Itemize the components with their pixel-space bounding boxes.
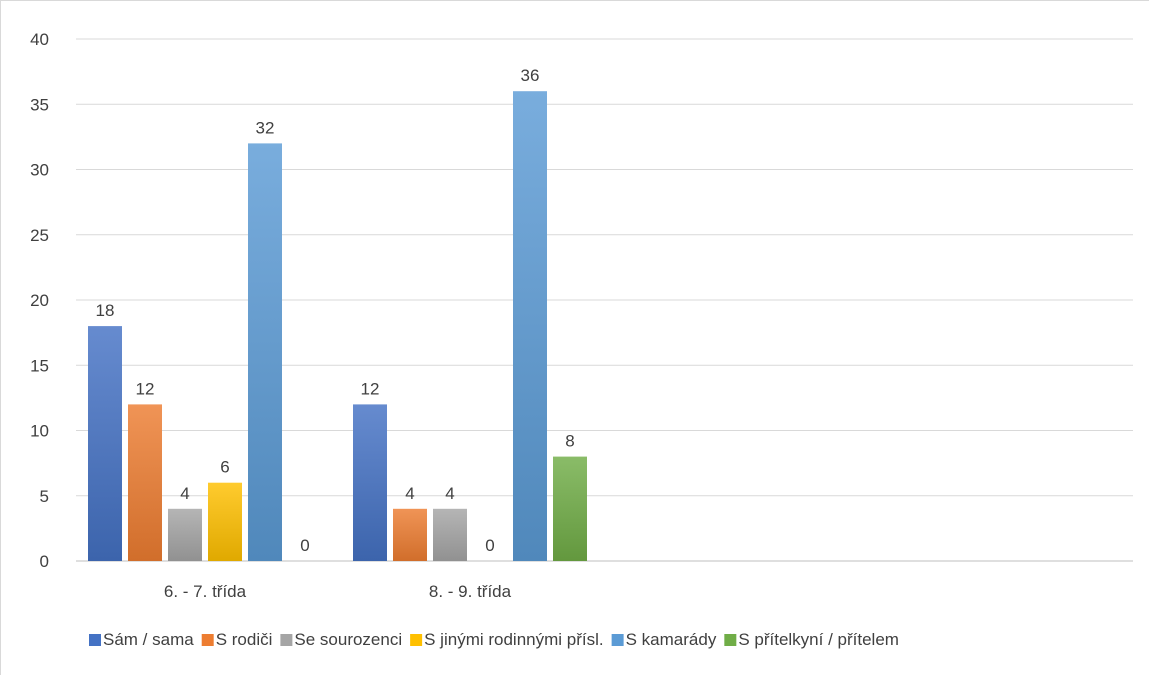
y-tick-label: 10	[30, 422, 49, 441]
legend-entry: Sám / sama	[103, 630, 194, 649]
legend-entry: S přítelkyní / přítelem	[738, 630, 899, 649]
bar	[393, 508, 427, 561]
data-label: 4	[445, 484, 454, 503]
y-tick-label: 20	[30, 291, 49, 310]
x-tick-label: 8. - 9. třída	[429, 582, 512, 601]
y-tick-label: 5	[40, 487, 49, 506]
y-tick-label: 25	[30, 226, 49, 245]
data-label: 4	[180, 484, 189, 503]
bar	[513, 91, 547, 561]
y-axis-ticks: 0 5 10 15 20 25 30 35 40	[30, 30, 49, 571]
legend-swatch	[280, 634, 293, 646]
bar	[128, 404, 162, 561]
legend-entry: S kamarády	[626, 630, 717, 649]
bar	[248, 143, 282, 561]
legend-swatch	[410, 634, 423, 646]
legend-swatch	[89, 634, 101, 646]
data-label: 36	[521, 66, 540, 85]
x-axis-ticks: 6. - 7. třída 8. - 9. třída	[164, 582, 512, 601]
legend-swatch	[611, 634, 624, 646]
data-label: 8	[565, 432, 574, 451]
legend-entry: S rodiči	[216, 630, 273, 649]
legend-entry: S jinými rodinnými přísl.	[424, 630, 604, 649]
x-tick-label: 6. - 7. třída	[164, 582, 247, 601]
bar	[88, 326, 122, 561]
y-tick-label: 15	[30, 356, 49, 375]
data-label: 12	[361, 379, 380, 398]
bars	[88, 91, 587, 561]
y-tick-label: 0	[40, 552, 49, 571]
data-label: 12	[136, 379, 155, 398]
bar	[553, 456, 587, 561]
data-label: 0	[300, 536, 309, 555]
data-label: 4	[405, 484, 414, 503]
bar	[168, 508, 202, 561]
y-tick-label: 35	[30, 95, 49, 114]
data-label: 18	[96, 301, 115, 320]
data-label: 0	[485, 536, 494, 555]
data-label: 6	[220, 458, 229, 477]
legend-swatch	[724, 634, 737, 646]
y-tick-label: 30	[30, 161, 49, 180]
data-labels: 18 12 4 6 32 0 12 4 4 0 36 8	[96, 66, 575, 555]
bar	[208, 482, 242, 561]
y-tick-label: 40	[30, 30, 49, 49]
legend-swatch	[201, 634, 214, 646]
legend-entry: Se sourozenci	[294, 630, 402, 649]
legend: Sám / sama S rodiči Se sourozenci S jinými …	[89, 630, 899, 649]
bar	[353, 404, 387, 561]
bar	[433, 508, 467, 561]
data-label: 32	[256, 118, 275, 137]
